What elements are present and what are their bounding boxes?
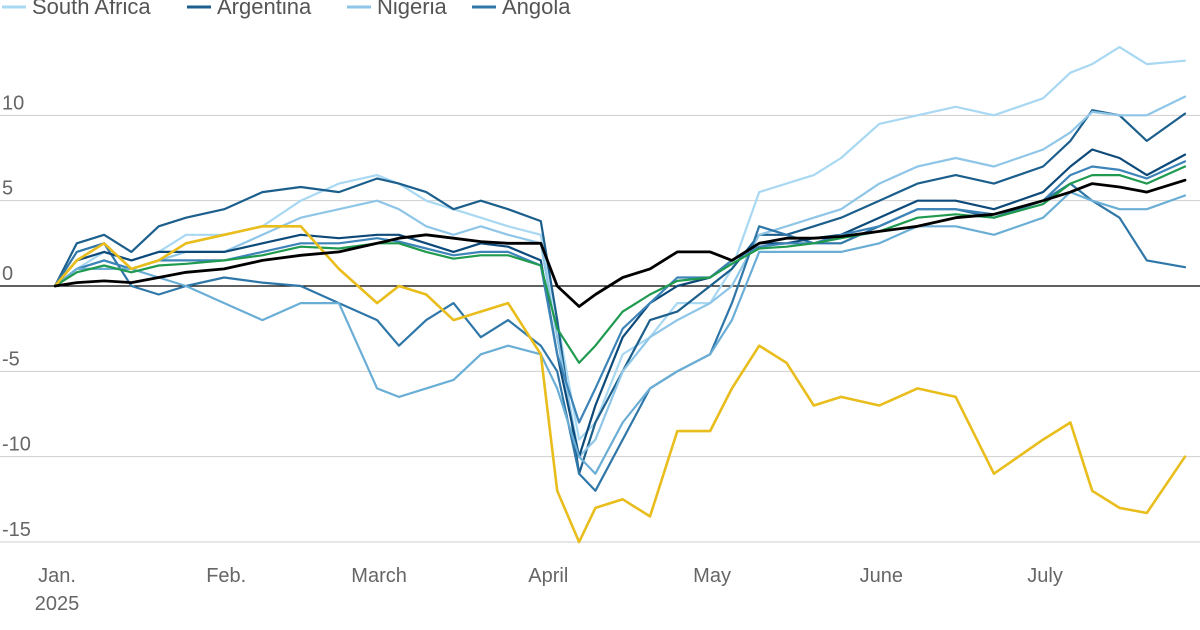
- series-line: [53, 225, 1187, 544]
- x-tick-label: June: [860, 565, 903, 587]
- series-line: [53, 160, 1187, 424]
- y-tick-label: -5: [2, 348, 20, 370]
- y-tick-label: -15: [2, 519, 31, 541]
- x-tick-label: April: [528, 565, 568, 587]
- y-tick-label: 5: [2, 178, 13, 200]
- legend: South Africa Argentina Nigeria Angola: [2, 0, 571, 19]
- x-tick-label: March: [351, 565, 407, 587]
- y-axis-ticks: 10 5 0 -5 -10 -15: [2, 92, 31, 541]
- x-axis-ticks: Jan. 2025 Feb. March April May June July: [35, 565, 1063, 615]
- x-tick-label: July: [1027, 565, 1063, 587]
- series-line: [53, 178, 1187, 308]
- grid: [0, 114, 1200, 543]
- legend-label: Argentina: [217, 0, 312, 19]
- x-tick-label: Jan.: [38, 565, 76, 587]
- y-tick-label: 10: [2, 92, 24, 114]
- y-tick-label: -10: [2, 434, 31, 456]
- series-line-argentina: [53, 109, 1187, 475]
- x-tick-label: May: [693, 565, 731, 587]
- series-lines: [53, 46, 1187, 544]
- x-tick-sublabel: 2025: [35, 593, 80, 615]
- legend-label: Angola: [502, 0, 571, 19]
- legend-label: Nigeria: [377, 0, 447, 19]
- legend-label: South Africa: [32, 0, 151, 19]
- x-tick-label: Feb.: [206, 565, 246, 587]
- series-line: [53, 191, 1187, 475]
- y-tick-label: 0: [2, 263, 13, 285]
- series-line-nigeria: [53, 95, 1187, 458]
- series-line: [53, 148, 1187, 458]
